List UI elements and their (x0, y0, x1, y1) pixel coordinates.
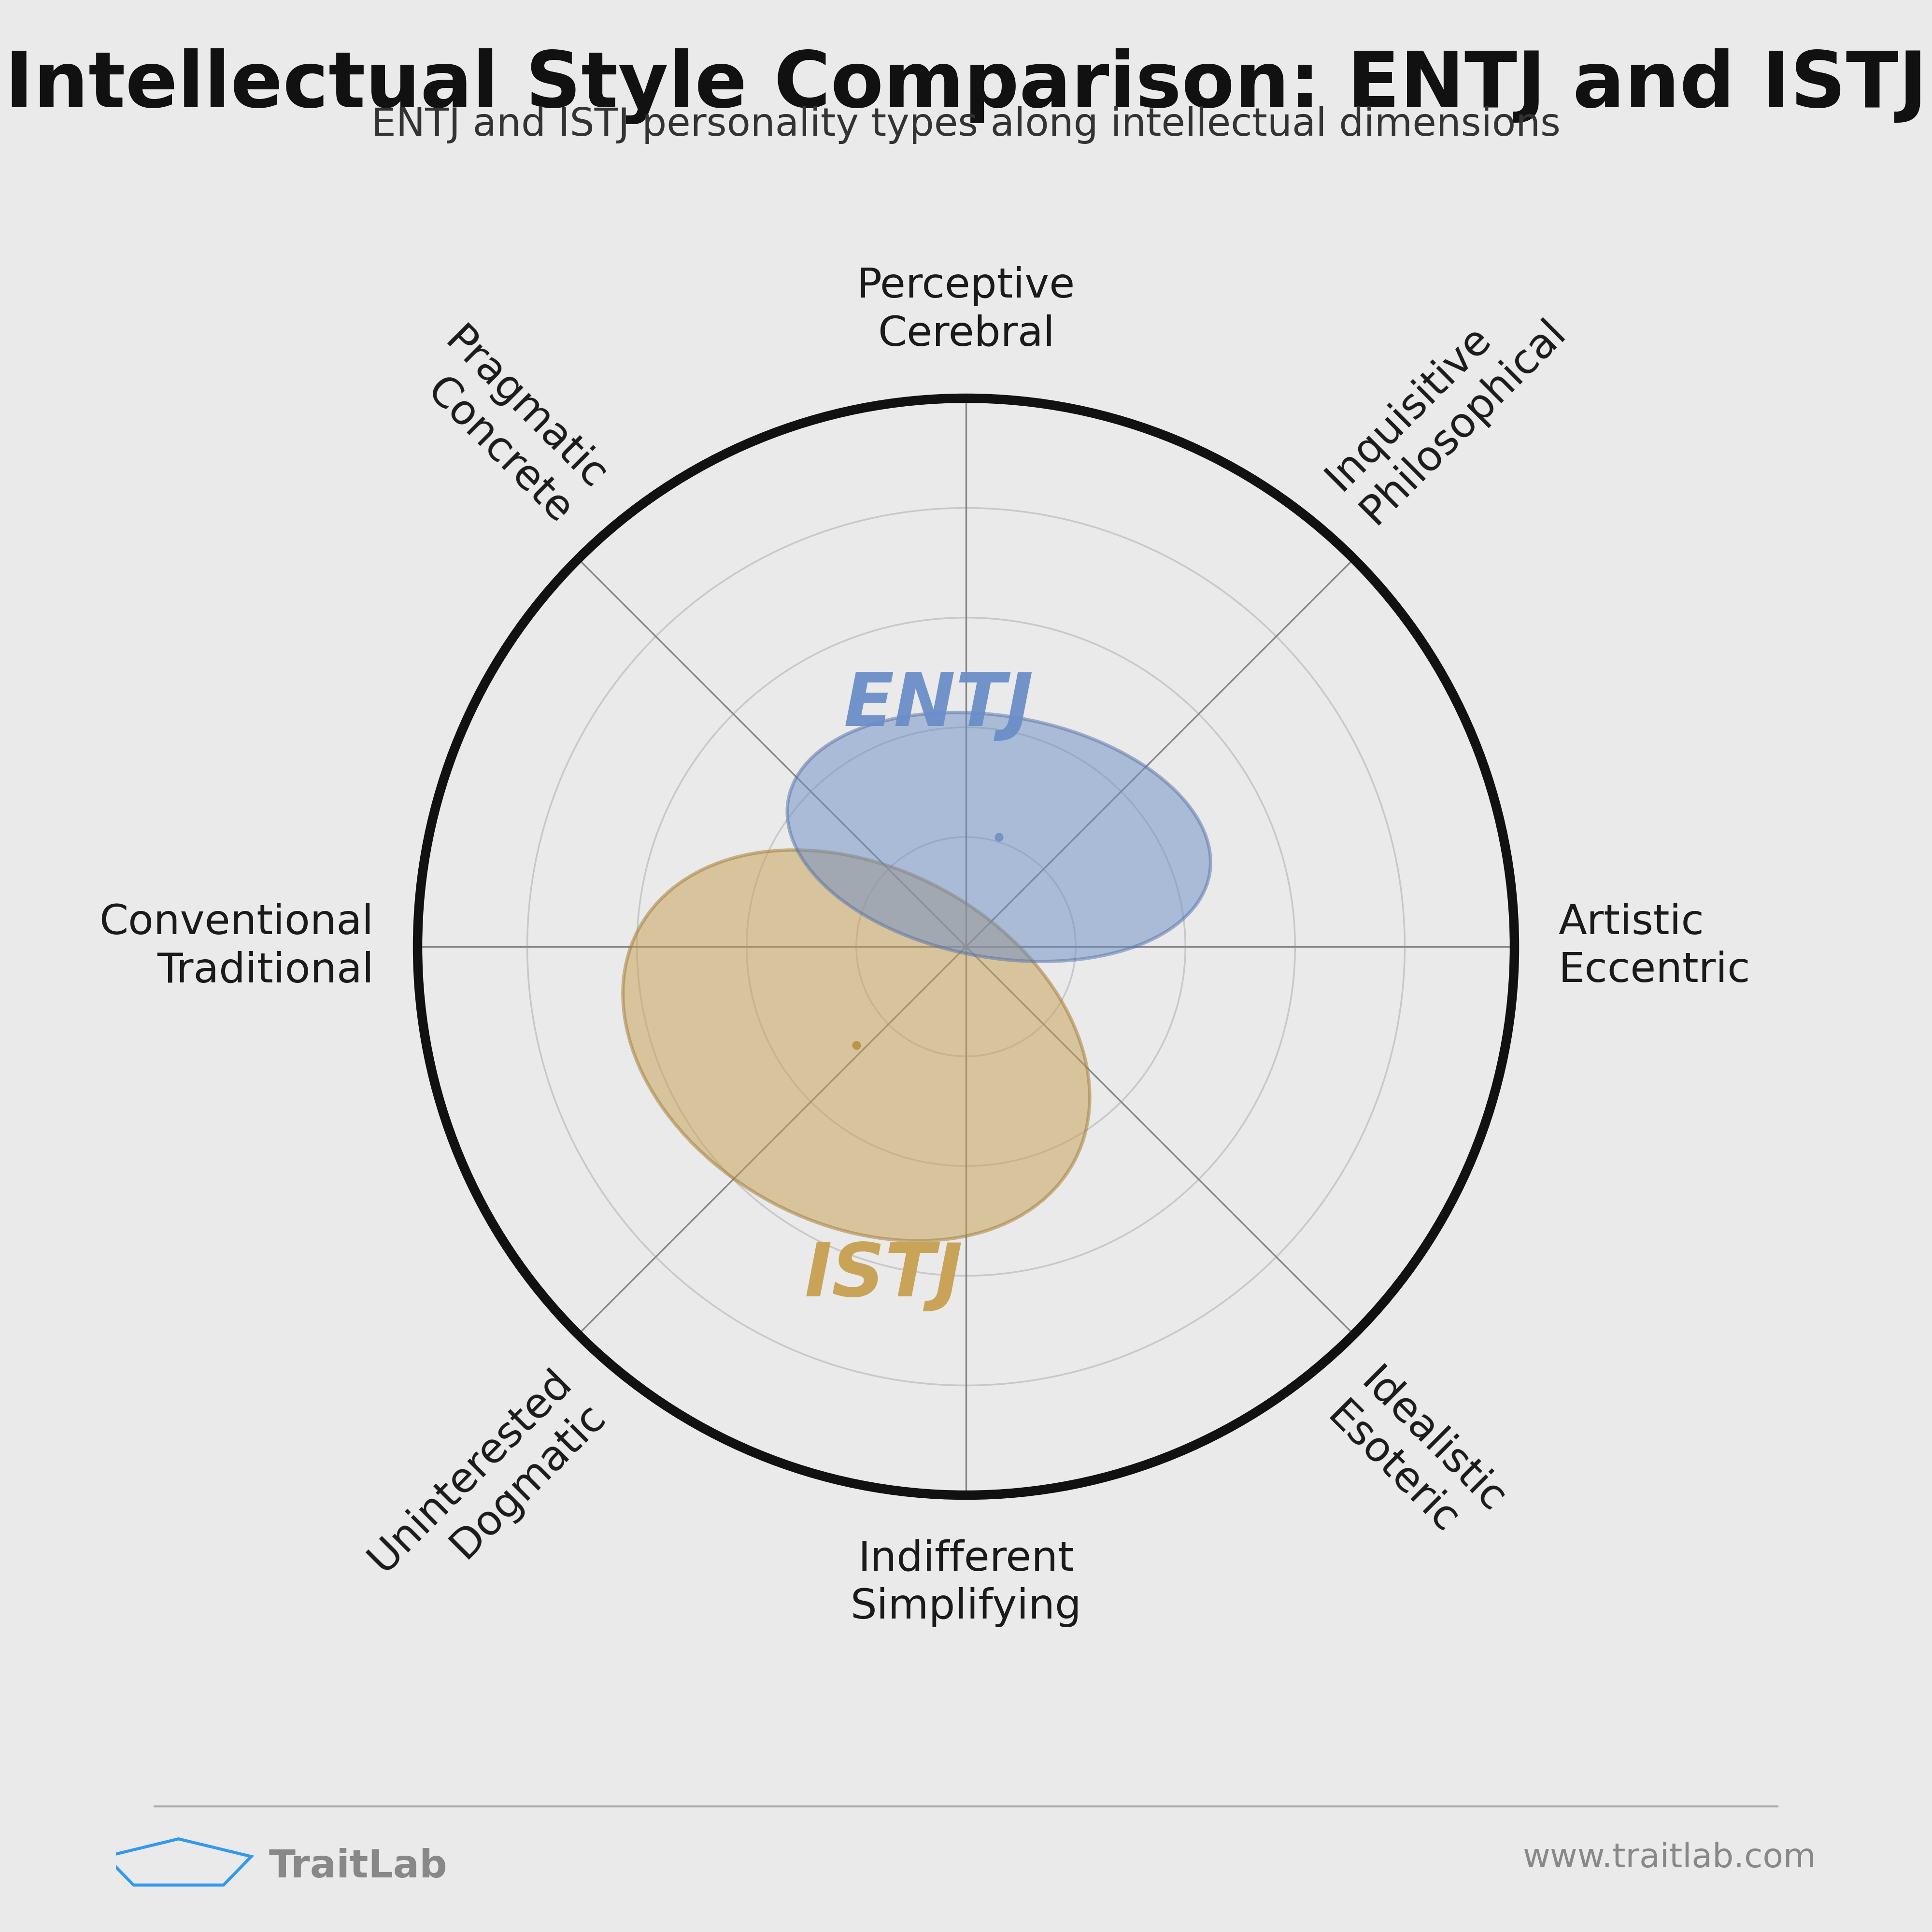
Text: Conventional
Traditional: Conventional Traditional (99, 902, 373, 991)
Text: Inquisitive
Philosophical: Inquisitive Philosophical (1320, 278, 1573, 531)
Text: TraitLab: TraitLab (269, 1847, 448, 1886)
Text: Uninterested
Dogmatic: Uninterested Dogmatic (361, 1362, 612, 1613)
Ellipse shape (786, 713, 1211, 962)
Text: www.traitlab.com: www.traitlab.com (1522, 1841, 1816, 1874)
Text: Intellectual Style Comparison: ENTJ and ISTJ: Intellectual Style Comparison: ENTJ and … (4, 48, 1928, 124)
Text: ENTJ and ISTJ personality types along intellectual dimensions: ENTJ and ISTJ personality types along in… (371, 106, 1561, 145)
Text: Artistic
Eccentric: Artistic Eccentric (1559, 902, 1750, 991)
Text: ENTJ: ENTJ (844, 668, 1034, 742)
Ellipse shape (622, 850, 1090, 1240)
Text: Indifferent
Simplifying: Indifferent Simplifying (850, 1540, 1082, 1627)
Text: Pragmatic
Concrete: Pragmatic Concrete (402, 321, 612, 531)
Text: Perceptive
Cerebral: Perceptive Cerebral (856, 267, 1076, 354)
Text: ISTJ: ISTJ (804, 1240, 962, 1312)
Text: Idealistic
Esoteric: Idealistic Esoteric (1320, 1362, 1513, 1555)
